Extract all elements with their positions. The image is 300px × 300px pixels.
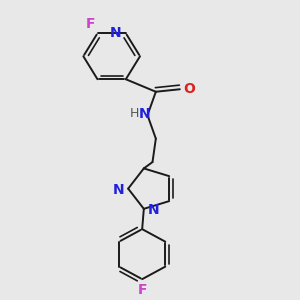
Text: N: N <box>112 183 124 197</box>
Text: F: F <box>137 283 147 297</box>
Text: N: N <box>139 106 151 121</box>
Text: N: N <box>147 203 159 218</box>
Text: F: F <box>85 17 95 32</box>
Text: H: H <box>130 107 139 120</box>
Text: N: N <box>110 26 122 40</box>
Text: O: O <box>183 82 195 96</box>
